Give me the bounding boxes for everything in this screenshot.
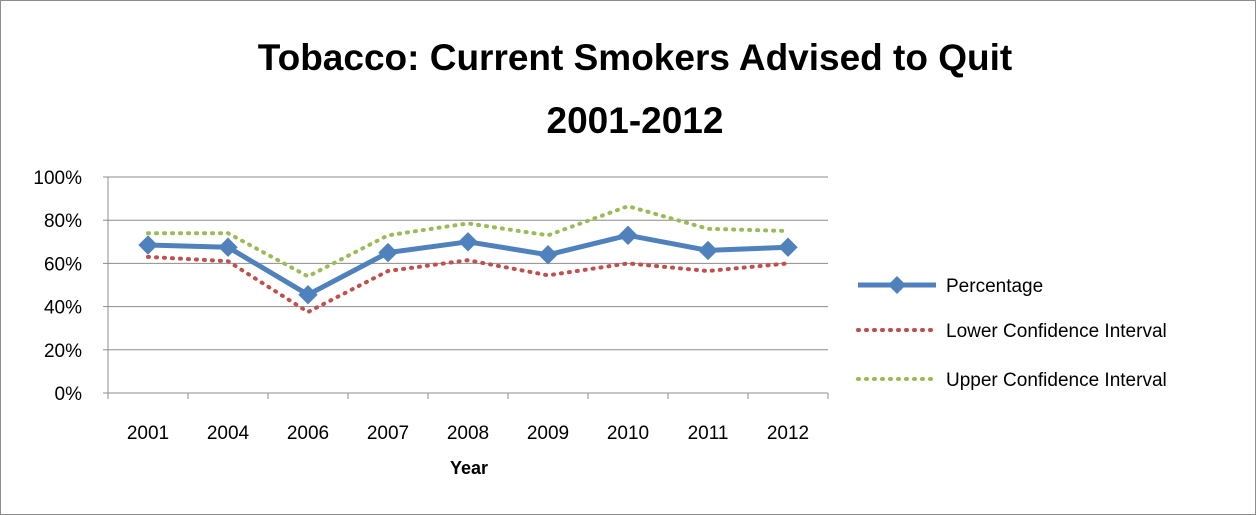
y-tick-labels: 0% 20% 40% 60% 80% 100% xyxy=(33,168,82,405)
y-tick-label: 40% xyxy=(44,298,82,319)
x-tick-label: 2010 xyxy=(607,423,649,444)
axes xyxy=(103,176,829,399)
x-tick-labels: 2001 2004 2006 2007 2008 2009 2010 2011 2012 xyxy=(127,423,809,444)
series-line-lower-confidence-interval xyxy=(146,254,790,314)
x-tick-label: 2007 xyxy=(367,423,409,444)
legend: Percentage Lower Confidence Interval Upper… xyxy=(856,276,1167,391)
data-point-marker xyxy=(218,237,238,257)
data-point-marker xyxy=(298,285,318,305)
data-point-marker xyxy=(378,242,398,263)
plot-area xyxy=(138,204,798,314)
legend-label: Percentage xyxy=(946,276,1043,297)
chart-title-line-2: 2001-2012 xyxy=(547,100,724,141)
legend-diamond-icon xyxy=(888,276,906,294)
legend-label: Upper Confidence Interval xyxy=(946,370,1167,391)
x-tick-label: 2004 xyxy=(207,423,250,444)
x-tick-label: 2012 xyxy=(767,423,809,444)
x-tick-label: 2009 xyxy=(527,423,569,444)
y-tick-label: 80% xyxy=(44,211,82,232)
data-point-marker xyxy=(778,237,798,257)
data-point-marker xyxy=(618,225,638,246)
x-tick-label: 2001 xyxy=(127,423,169,444)
data-point-marker xyxy=(458,232,478,252)
legend-label: Lower Confidence Interval xyxy=(946,321,1167,342)
x-tick-label: 2008 xyxy=(447,423,489,444)
x-tick-label: 2006 xyxy=(287,423,329,444)
data-point-marker xyxy=(138,235,158,255)
x-axis-title: Year xyxy=(450,458,488,478)
series-line-upper-confidence-interval xyxy=(146,204,790,279)
y-tick-label: 60% xyxy=(44,254,82,275)
y-tick-label: 100% xyxy=(33,168,82,189)
data-point-marker xyxy=(538,245,558,265)
gridlines xyxy=(108,176,828,351)
y-tick-label: 20% xyxy=(44,341,82,362)
y-tick-label: 0% xyxy=(55,384,83,405)
chart-title-line-1: Tobacco: Current Smokers Advised to Quit xyxy=(258,37,1013,78)
data-point-marker xyxy=(698,240,718,261)
x-tick-label: 2011 xyxy=(688,423,729,444)
